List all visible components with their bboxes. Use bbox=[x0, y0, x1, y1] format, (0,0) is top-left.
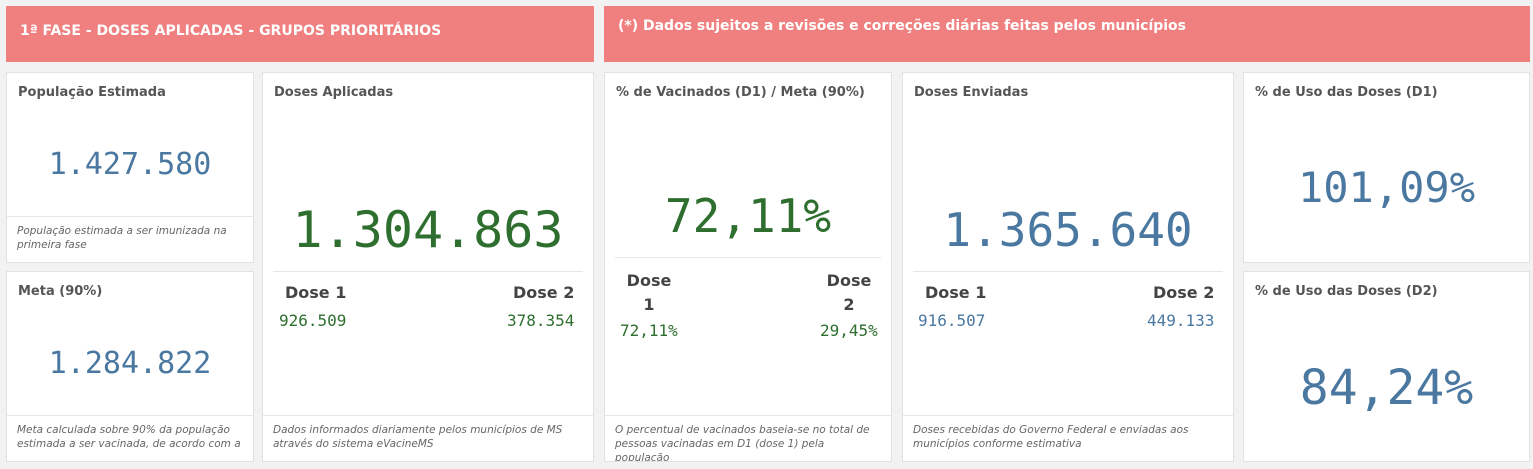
card-footnote: População estimada a ser imunizada na pr… bbox=[7, 216, 253, 262]
card-title: % de Vacinados (D1) / Meta (90%) bbox=[616, 85, 865, 100]
card-title: População Estimada bbox=[18, 85, 166, 100]
revision-notice: (*) Dados sujeitos a revisões e correçõe… bbox=[618, 18, 1187, 34]
dose2-label: Dose 2 bbox=[826, 271, 872, 314]
uso-doses-d1-card[interactable]: % de Uso das Doses (D1) 101,09% bbox=[1243, 72, 1530, 263]
card-title: % de Uso das Doses (D2) bbox=[1255, 284, 1438, 299]
uso-doses-d2-card[interactable]: % de Uso das Doses (D2) 84,24% bbox=[1243, 271, 1530, 462]
meta-card[interactable]: Meta (90%) 1.284.822 Meta calculada sobr… bbox=[6, 271, 254, 462]
revision-notice-banner: (*) Dados sujeitos a revisões e correçõe… bbox=[604, 6, 1530, 62]
phase-title: 1ª FASE - DOSES APLICADAS - GRUPOS PRIOR… bbox=[20, 23, 442, 39]
doses-aplicadas-card[interactable]: Doses Aplicadas 1.304.863 Dose 1 Dose 2 … bbox=[262, 72, 594, 462]
doses-aplicadas-value: 1.304.863 bbox=[292, 201, 564, 259]
populacao-estimada-card[interactable]: População Estimada 1.427.580 População e… bbox=[6, 72, 254, 263]
card-footnote: Doses recebidas do Governo Federal e env… bbox=[903, 415, 1233, 461]
meta-value: 1.284.822 bbox=[48, 346, 212, 381]
dose1-label: Dose 1 bbox=[285, 283, 347, 302]
dose2-value: 449.133 bbox=[1147, 311, 1215, 330]
card-footnote: Dados informados diariamente pelos munic… bbox=[263, 415, 593, 461]
card-title: % de Uso das Doses (D1) bbox=[1255, 85, 1438, 100]
divider bbox=[615, 257, 881, 258]
populacao-value: 1.427.580 bbox=[48, 147, 212, 182]
card-footnote: Meta calculada sobre 90% da população es… bbox=[7, 415, 253, 461]
divider bbox=[273, 271, 583, 272]
dose1-value: 916.507 bbox=[918, 311, 986, 330]
dose2-value: 378.354 bbox=[507, 311, 575, 330]
doses-enviadas-value: 1.365.640 bbox=[943, 203, 1193, 257]
dose1-value: 926.509 bbox=[279, 311, 347, 330]
vacinados-value: 72,11% bbox=[664, 189, 832, 243]
uso-d1-value: 101,09% bbox=[1297, 163, 1475, 212]
dose2-label: Dose 2 bbox=[1153, 283, 1215, 302]
card-title: Meta (90%) bbox=[18, 284, 103, 299]
phase-title-banner: 1ª FASE - DOSES APLICADAS - GRUPOS PRIOR… bbox=[6, 6, 594, 62]
dose1-label: Dose 1 bbox=[626, 271, 672, 314]
uso-d2-value: 84,24% bbox=[1299, 360, 1474, 416]
divider bbox=[913, 271, 1223, 272]
dose1-label: Dose 1 bbox=[925, 283, 987, 302]
vacinados-card[interactable]: % de Vacinados (D1) / Meta (90%) 72,11% … bbox=[604, 72, 892, 462]
dose1-value: 72,11% bbox=[620, 321, 678, 340]
card-title: Doses Enviadas bbox=[914, 85, 1029, 100]
dose2-label: Dose 2 bbox=[513, 283, 575, 302]
dose2-value: 29,45% bbox=[820, 321, 878, 340]
card-footnote: O percentual de vacinados baseia-se no t… bbox=[605, 415, 891, 461]
card-title: Doses Aplicadas bbox=[274, 85, 394, 100]
doses-enviadas-card[interactable]: Doses Enviadas 1.365.640 Dose 1 Dose 2 9… bbox=[902, 72, 1234, 462]
